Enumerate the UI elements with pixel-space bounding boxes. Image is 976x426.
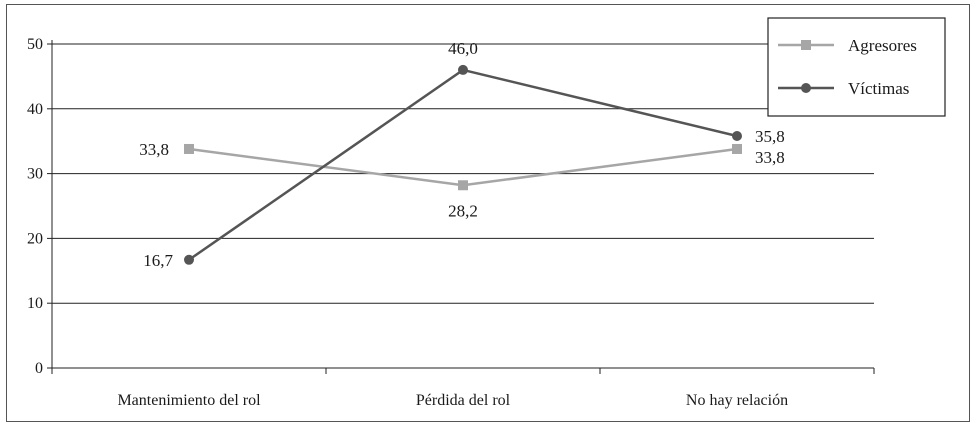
y-tick-label: 20 bbox=[27, 230, 43, 247]
legend-label: Víctimas bbox=[848, 79, 909, 98]
victimas-marker bbox=[458, 64, 468, 75]
axes: 0 10 20 30 40 50 Mantenimiento del rol Pérdida … bbox=[27, 36, 875, 409]
legend-label: Agresores bbox=[848, 36, 917, 55]
agresores-marker bbox=[801, 40, 811, 50]
victimas-data-label: 35,8 bbox=[755, 127, 785, 146]
y-tick-label: 50 bbox=[27, 36, 43, 53]
agresores-data-label: 28,2 bbox=[448, 201, 478, 220]
x-category-label: Mantenimiento del rol bbox=[117, 392, 261, 409]
x-category-label: No hay relación bbox=[686, 392, 788, 409]
agresores-marker bbox=[184, 143, 194, 154]
victimas-marker bbox=[184, 254, 194, 265]
agresores-marker bbox=[458, 180, 468, 191]
victimas-marker bbox=[732, 131, 742, 142]
y-tick-label: 40 bbox=[27, 101, 43, 118]
victimas-data-label: 16,7 bbox=[143, 251, 173, 270]
agresores-data-label: 33,8 bbox=[139, 140, 169, 159]
x-category-label: Pérdida del rol bbox=[416, 392, 511, 409]
legend: Agresores Víctimas bbox=[767, 17, 946, 117]
legend-box bbox=[767, 17, 946, 117]
y-tick-label: 10 bbox=[27, 295, 43, 312]
victimas-line bbox=[188, 68, 738, 261]
series-layer bbox=[184, 64, 742, 265]
agresores-data-label: 33,8 bbox=[755, 148, 785, 167]
victimas-data-label: 46,0 bbox=[448, 39, 478, 58]
agresores-marker bbox=[732, 143, 742, 154]
gridlines bbox=[52, 43, 874, 304]
y-tick-label: 30 bbox=[27, 166, 43, 183]
agresores-line bbox=[188, 147, 738, 187]
victimas-marker bbox=[801, 83, 811, 93]
data-labels: 33,8 28,2 33,8 16,7 46,0 35,8 bbox=[139, 39, 785, 270]
y-tick-label: 0 bbox=[35, 360, 43, 377]
